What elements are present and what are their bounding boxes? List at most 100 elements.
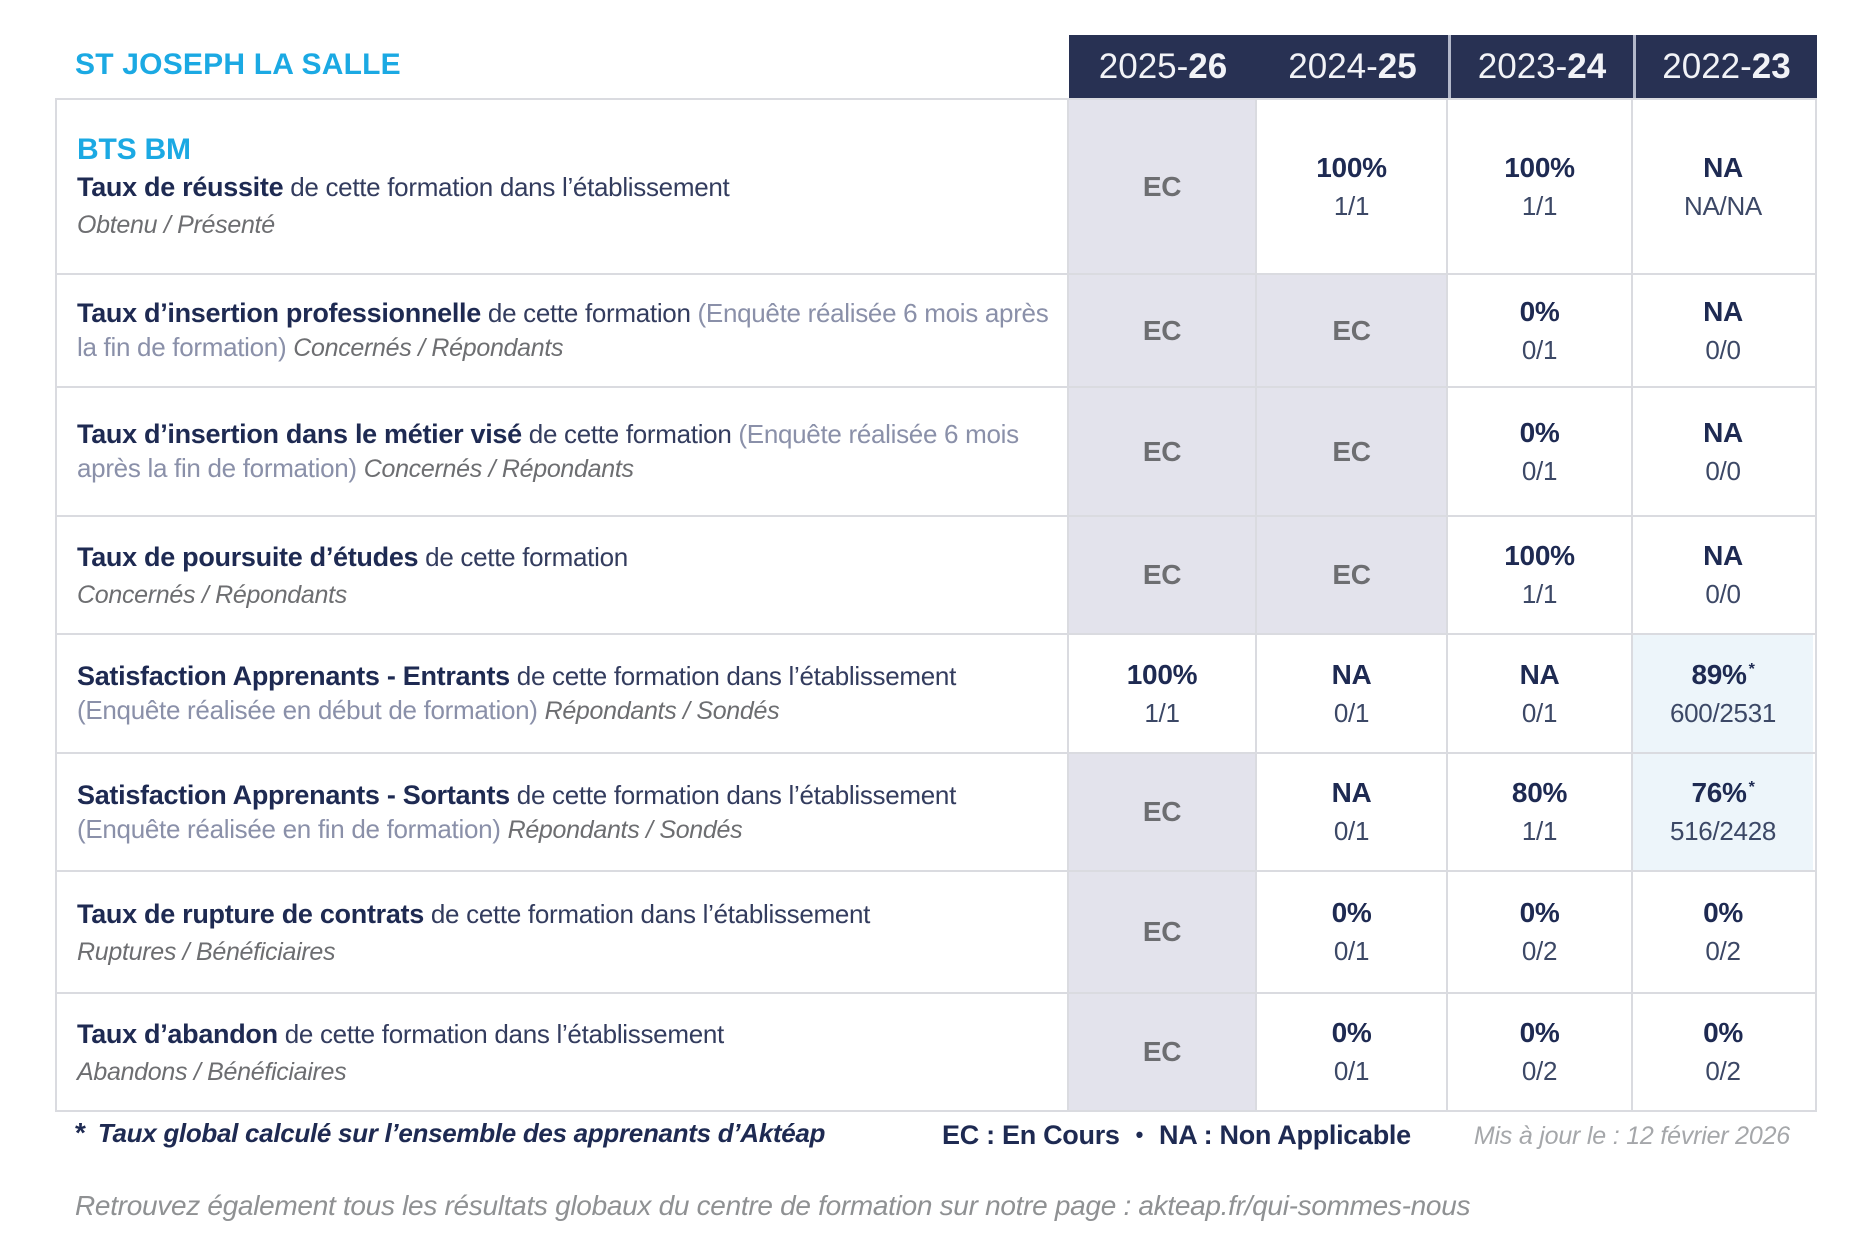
value-cell: 100% 1/1 bbox=[1446, 100, 1631, 273]
year-header-2023-24: 2023- 24 bbox=[1448, 35, 1633, 98]
row-label: Taux de rupture de contrats de cette for… bbox=[57, 872, 1067, 992]
row-title: Taux d’abandon bbox=[77, 1019, 278, 1050]
row-paren: (Enquête réalisée 6 mois après la fin de… bbox=[77, 419, 1019, 484]
value-cell: 0% 0/2 bbox=[1631, 994, 1813, 1110]
row-label: Taux de poursuite d’études de cette form… bbox=[57, 517, 1067, 633]
row-label: Satisfaction Apprenants - Sortants de ce… bbox=[57, 754, 1067, 870]
school-name: ST JOSEPH LA SALLE bbox=[75, 48, 401, 81]
row-label: Satisfaction Apprenants - Entrants de ce… bbox=[57, 635, 1067, 752]
row-title: Taux de rupture de contrats bbox=[77, 899, 424, 930]
results-table: 2025- 26 2024- 25 2023- 24 2022- 23 BTS BM T… bbox=[55, 35, 1817, 1112]
row-label: Taux d’insertion dans le métier visé de … bbox=[57, 388, 1067, 515]
footnote-text: Taux global calculé sur l’ensemble des a… bbox=[97, 1118, 826, 1148]
value-cell: NA 0/1 bbox=[1255, 754, 1446, 870]
legend-ec: EC : En Cours bbox=[942, 1120, 1120, 1150]
value-cell: EC bbox=[1067, 994, 1255, 1110]
row-label: BTS BM Taux de réussite de cette formati… bbox=[57, 100, 1067, 273]
row-subtitle: Ruptures / Bénéficiaires bbox=[77, 937, 336, 966]
year-prefix: 2025- bbox=[1098, 46, 1189, 86]
value-cell: 0% 0/2 bbox=[1631, 872, 1813, 992]
row-title: Taux d’insertion professionnelle bbox=[77, 298, 481, 329]
year-suffix: 23 bbox=[1751, 46, 1791, 86]
row-desc: de cette formation dans l’établissement bbox=[509, 661, 957, 692]
value-cell: NA 0/0 bbox=[1631, 275, 1813, 386]
value-cell: NA 0/0 bbox=[1631, 517, 1813, 633]
value-cell: 89% * 600/2531 bbox=[1631, 635, 1813, 752]
year-prefix: 2022- bbox=[1662, 46, 1752, 86]
value-cell: EC bbox=[1067, 517, 1255, 633]
row-tail: Concernés / Répondants bbox=[363, 455, 634, 484]
value-cell: 100% 1/1 bbox=[1446, 517, 1631, 633]
row-paren: (Enquête réalisée 6 mois après la fin de… bbox=[77, 298, 1049, 363]
row-desc: de cette formation dans l’établissement bbox=[283, 172, 730, 203]
row-desc: de cette formation dans l’établissement bbox=[423, 899, 871, 930]
year-header-2022-23: 2022- 23 bbox=[1633, 35, 1817, 98]
row-desc: de cette formation bbox=[418, 542, 628, 573]
year-prefix: 2023- bbox=[1477, 46, 1568, 86]
row-title: Taux de poursuite d’études bbox=[77, 542, 419, 573]
table-body: BTS BM Taux de réussite de cette formati… bbox=[55, 98, 1817, 1112]
value-cell: 0% 0/1 bbox=[1446, 275, 1631, 386]
row-desc: de cette formation bbox=[521, 419, 739, 450]
row-subtitle: Obtenu / Présenté bbox=[77, 210, 275, 239]
row-label: Taux d’abandon de cette formation dans l… bbox=[57, 994, 1067, 1110]
row-subtitle: Concernés / Répondants bbox=[77, 580, 347, 609]
value-cell: EC bbox=[1255, 275, 1446, 386]
row-title: Taux de réussite bbox=[77, 172, 284, 203]
value-cell: 0% 0/2 bbox=[1446, 872, 1631, 992]
abbreviation-legend: EC : En Cours • NA : Non Applicable bbox=[942, 1120, 1411, 1151]
value-cell: 100% 1/1 bbox=[1067, 635, 1255, 752]
bullet-separator: • bbox=[1135, 1122, 1144, 1147]
value-cell: NA NA/NA bbox=[1631, 100, 1813, 273]
row-tail: Répondants / Sondés bbox=[544, 697, 780, 726]
row-desc: de cette formation dans l’établissement bbox=[277, 1019, 725, 1050]
value-cell: NA 0/1 bbox=[1255, 635, 1446, 752]
value-cell: 80% 1/1 bbox=[1446, 754, 1631, 870]
asterisk: * bbox=[1748, 660, 1755, 678]
row-title: Satisfaction Apprenants - Sortants bbox=[77, 779, 510, 810]
footnote: * Taux global calculé sur l’ensemble des … bbox=[75, 1117, 825, 1149]
value-cell: EC bbox=[1067, 872, 1255, 992]
table-row: Satisfaction Apprenants - Entrants de ce… bbox=[57, 635, 1815, 754]
value-cell: 100% 1/1 bbox=[1255, 100, 1446, 273]
value-cell: NA 0/0 bbox=[1631, 388, 1813, 515]
table-row: Taux de rupture de contrats de cette for… bbox=[57, 872, 1815, 994]
updated-date: Mis à jour le : 12 février 2026 bbox=[1473, 1122, 1790, 1150]
row-tail: Concernés / Répondants bbox=[293, 334, 564, 363]
table-row: BTS BM Taux de réussite de cette formati… bbox=[57, 100, 1815, 275]
value-cell: EC bbox=[1067, 275, 1255, 386]
value-cell: NA 0/1 bbox=[1446, 635, 1631, 752]
value-cell: EC bbox=[1255, 388, 1446, 515]
row-subtitle: Abandons / Bénéficiaires bbox=[77, 1057, 347, 1086]
value-cell: 0% 0/1 bbox=[1446, 388, 1631, 515]
table-row: Taux d’insertion professionnelle de cett… bbox=[57, 275, 1815, 388]
value-cell: 0% 0/2 bbox=[1446, 994, 1631, 1110]
table-row: Taux d’insertion dans le métier visé de … bbox=[57, 388, 1815, 517]
legend-na: NA : Non Applicable bbox=[1159, 1120, 1411, 1150]
table-row: Satisfaction Apprenants - Sortants de ce… bbox=[57, 754, 1815, 872]
row-desc: de cette formation dans l’établissement bbox=[509, 779, 957, 810]
value-cell: EC bbox=[1067, 100, 1255, 273]
asterisk: * bbox=[1748, 779, 1755, 796]
value-cell: EC bbox=[1067, 388, 1255, 515]
value-cell: EC bbox=[1255, 517, 1446, 633]
row-paren: (Enquête réalisée en début de formation) bbox=[77, 695, 545, 726]
year-header-spacer bbox=[55, 35, 1069, 98]
program-name: BTS BM bbox=[77, 133, 191, 167]
year-suffix: 24 bbox=[1567, 46, 1607, 86]
year-header-2024-25: 2024- 25 bbox=[1257, 35, 1448, 98]
footer-link-line: Retrouvez également tous les résultats g… bbox=[75, 1190, 1471, 1221]
footnote-asterisk: * bbox=[75, 1117, 86, 1148]
year-prefix: 2024- bbox=[1288, 46, 1378, 86]
table-row: Taux d’abandon de cette formation dans l… bbox=[57, 994, 1815, 1110]
year-suffix: 25 bbox=[1377, 46, 1417, 86]
row-desc: de cette formation bbox=[480, 298, 698, 329]
year-suffix: 26 bbox=[1188, 46, 1228, 86]
row-tail: Répondants / Sondés bbox=[507, 815, 743, 844]
row-label: Taux d’insertion professionnelle de cett… bbox=[57, 275, 1067, 386]
row-title: Taux d’insertion dans le métier visé bbox=[77, 419, 522, 450]
year-header-row: 2025- 26 2024- 25 2023- 24 2022- 23 bbox=[55, 35, 1817, 98]
year-header-2025-26: 2025- 26 bbox=[1069, 35, 1257, 98]
value-cell: 0% 0/1 bbox=[1255, 872, 1446, 992]
